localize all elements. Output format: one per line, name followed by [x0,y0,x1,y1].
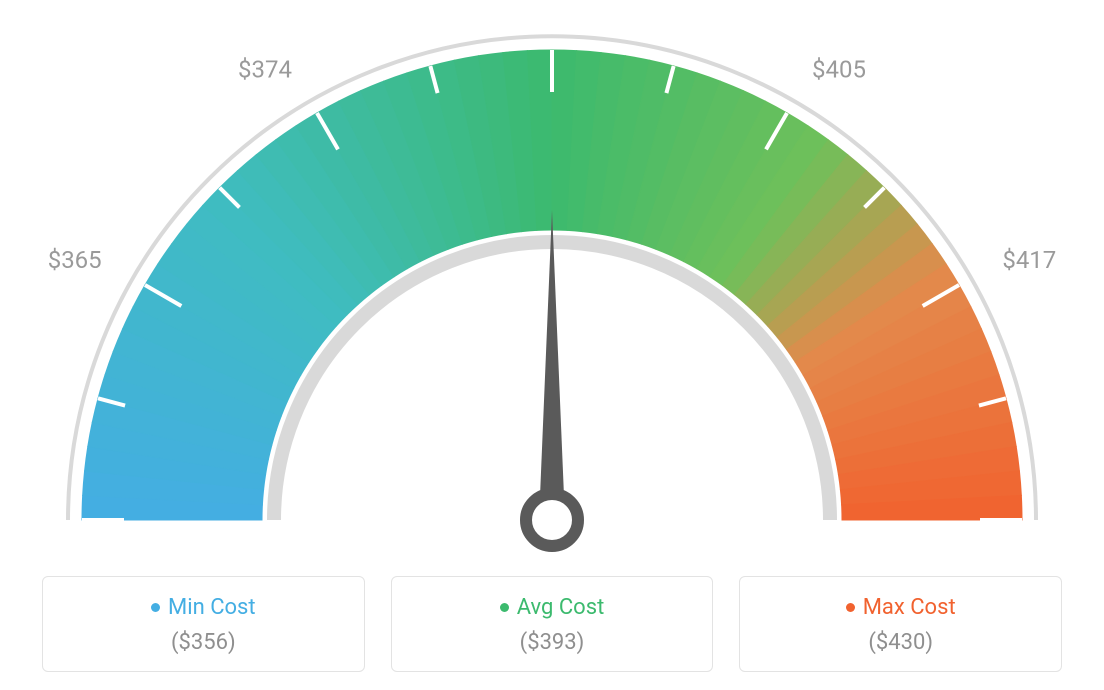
svg-text:$374: $374 [238,56,292,84]
legend-title-max: Max Cost [846,595,956,620]
legend-row: Min Cost ($356) Avg Cost ($393) Max Cost… [42,576,1062,672]
legend-card-max: Max Cost ($430) [739,576,1062,672]
dot-icon [151,603,160,612]
svg-text:$417: $417 [1002,246,1056,274]
legend-title-avg: Avg Cost [500,595,605,620]
dot-icon [846,603,855,612]
svg-text:$405: $405 [812,56,866,84]
legend-value-min: ($356) [53,630,354,655]
legend-title-text: Avg Cost [517,595,605,620]
legend-title-text: Min Cost [168,595,256,620]
legend-title-min: Min Cost [151,595,256,620]
cost-gauge: $356$365$374$393$405$417$430 [42,20,1062,580]
svg-text:$365: $365 [48,246,102,274]
legend-value-avg: ($393) [402,630,703,655]
legend-card-min: Min Cost ($356) [42,576,365,672]
legend-title-text: Max Cost [863,595,956,620]
dot-icon [500,603,509,612]
legend-card-avg: Avg Cost ($393) [391,576,714,672]
legend-value-max: ($430) [750,630,1051,655]
